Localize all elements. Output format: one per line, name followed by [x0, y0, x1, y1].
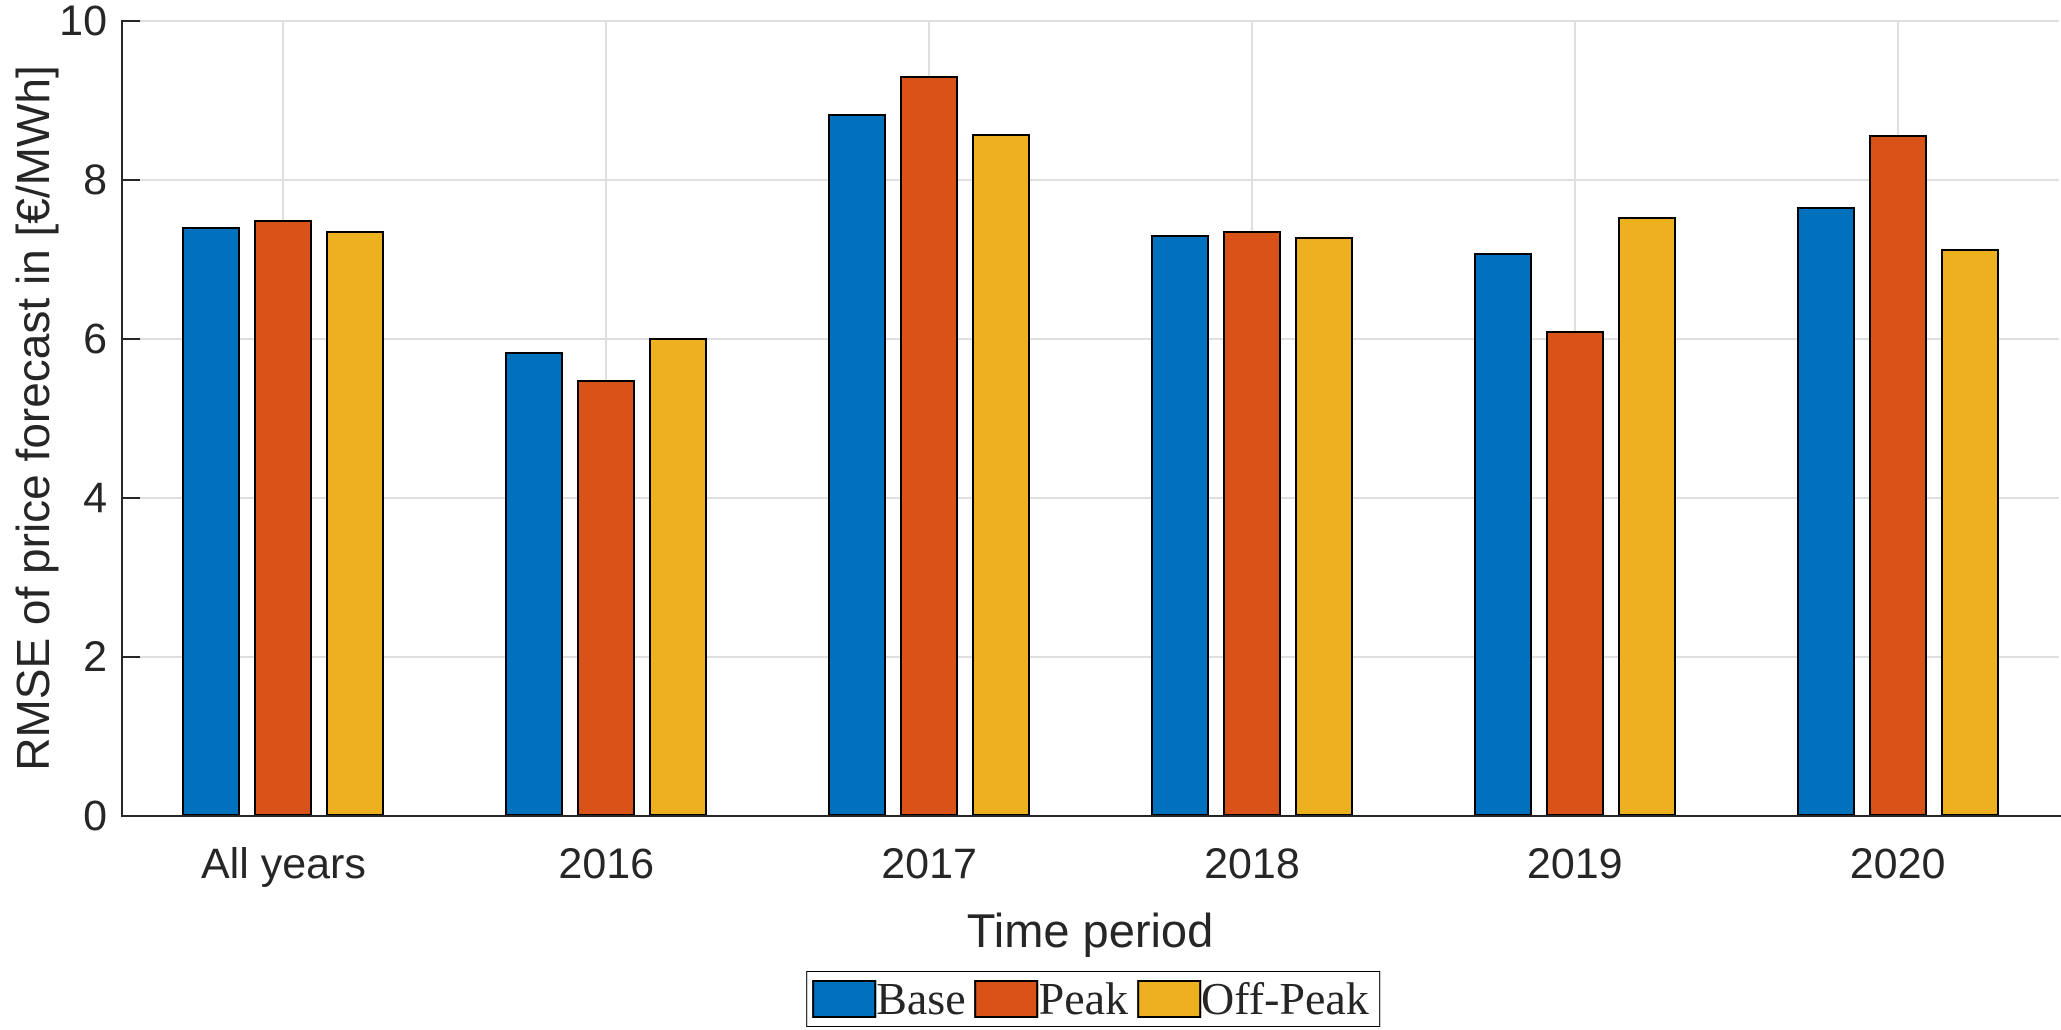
- bar-peak-2019: [1545, 331, 1604, 816]
- y-tick-label-8: 8: [83, 156, 107, 204]
- legend-label-off-peak: Off-Peak: [1201, 973, 1369, 1024]
- bar-off-peak-2019: [1617, 217, 1676, 816]
- legend-item-base: Base: [812, 973, 966, 1024]
- bar-base-2019: [1473, 253, 1532, 816]
- legend-item-off-peak: Off-Peak: [1137, 974, 1369, 1024]
- y-tick-mark-10: [122, 20, 140, 22]
- legend-swatch-peak: [974, 980, 1039, 1018]
- y-tick-label-4: 4: [83, 474, 107, 522]
- legend-item-peak: Peak: [974, 973, 1129, 1024]
- legend-label-base: Base: [876, 973, 966, 1024]
- gridline-y-10: [122, 20, 2059, 22]
- x-axis-title: Time period: [966, 904, 1214, 957]
- bar-off-peak-2017: [972, 133, 1031, 816]
- bar-base-2017: [828, 114, 887, 816]
- bar-off-peak-2016: [649, 338, 708, 816]
- y-tick-label-2: 2: [83, 633, 107, 681]
- bar-peak-2016: [577, 380, 636, 816]
- bar-base-2016: [505, 351, 564, 816]
- legend-swatch-base: [812, 980, 877, 1018]
- x-tick-label-2017: 2017: [881, 840, 977, 888]
- y-tick-label-6: 6: [83, 315, 107, 363]
- y-axis-line: [121, 20, 123, 817]
- x-tick-label-all-years: All years: [200, 840, 366, 888]
- legend: Base Peak Off-Peak: [806, 971, 1380, 1027]
- bar-base-2020: [1796, 207, 1855, 816]
- y-tick-mark-4: [122, 497, 140, 499]
- bar-off-peak-all-years: [326, 230, 385, 816]
- y-tick-mark-8: [122, 179, 140, 181]
- y-tick-mark-2: [122, 656, 140, 658]
- bar-peak-2020: [1868, 134, 1927, 816]
- legend-swatch-off-peak: [1137, 980, 1202, 1018]
- gridline-y-8: [122, 179, 2059, 181]
- x-tick-label-2019: 2019: [1526, 840, 1623, 888]
- bar-peak-2017: [900, 75, 959, 816]
- bar-peak-2018: [1222, 230, 1281, 816]
- gridline-y-4: [122, 497, 2059, 499]
- y-axis-title: RMSE of price forecast in [€/MWh]: [7, 65, 59, 771]
- bar-base-2018: [1150, 234, 1209, 816]
- y-tick-label-10: 10: [59, 0, 107, 45]
- bar-peak-all-years: [254, 219, 313, 816]
- x-tick-label-2018: 2018: [1204, 840, 1300, 888]
- gridline-y-2: [122, 656, 2059, 658]
- gridline-y-6: [122, 338, 2059, 340]
- plot-area: [122, 20, 2059, 817]
- x-tick-label-2020: 2020: [1849, 840, 1946, 888]
- bar-off-peak-2020: [1940, 249, 1999, 816]
- legend-label-peak: Peak: [1038, 973, 1129, 1024]
- bar-base-all-years: [182, 226, 241, 816]
- x-axis-line: [121, 815, 2061, 817]
- y-tick-label-0: 0: [83, 792, 107, 840]
- y-tick-mark-6: [122, 338, 140, 340]
- x-tick-label-2016: 2016: [558, 840, 655, 888]
- bar-off-peak-2018: [1294, 237, 1353, 816]
